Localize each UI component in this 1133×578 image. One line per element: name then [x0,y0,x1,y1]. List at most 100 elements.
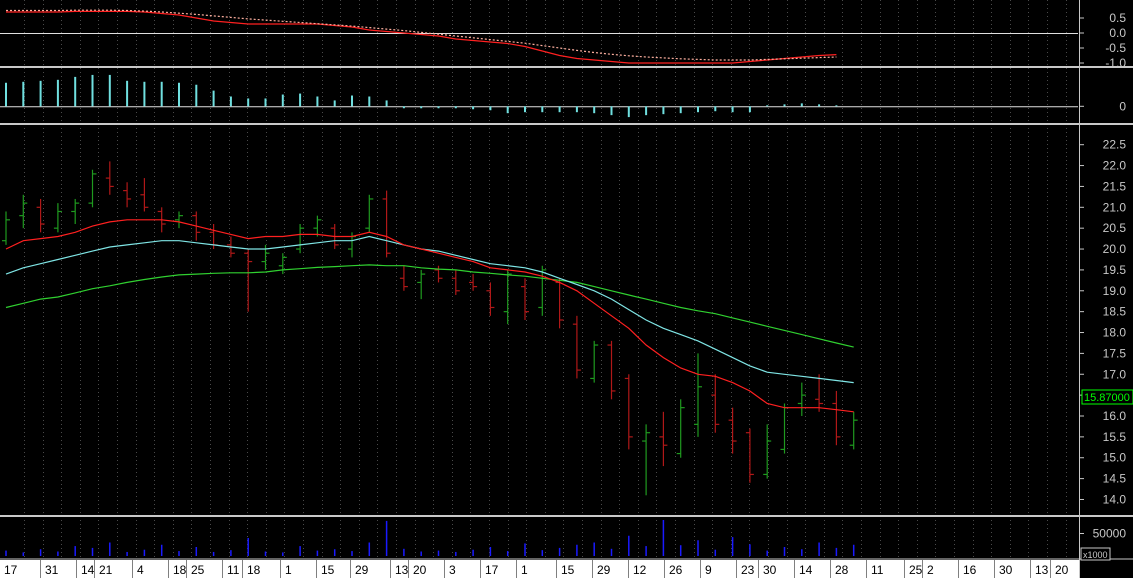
date-label: 17 [485,563,499,577]
date-label: 16 [963,563,977,577]
date-axis[interactable]: 17 31 14 21 4 18 25 11 18 1 15 29 13 20 3 17 1 15 29 12 26 9 2… [0,560,1079,578]
volume-bar [368,542,371,556]
ohlc-bar [313,215,322,237]
last-price-tag: 15.87000 [1081,389,1133,405]
volume-bar [74,546,76,556]
price-pane[interactable] [2,161,858,496]
date-label: 25 [909,563,923,577]
volume-multiplier-label: x1000 [1083,550,1108,560]
ohlc-bar [849,411,858,450]
volume-bar [489,547,492,556]
volume-bar [143,549,146,556]
histogram-bar [402,106,405,109]
ohlc-bar [53,203,62,233]
ohlc-bar [2,211,10,245]
price-tick-label: 18.5 [1103,305,1127,319]
moving-average-mid [5,235,854,384]
price-tick-label: 21.0 [1103,200,1127,214]
volume-bar [801,549,803,556]
price-tick-label: 22.5 [1103,138,1127,152]
right-price-axis[interactable]: 0.50.0-0.5-1.0 0 22.5 22.0 21.5 21.0 20.5 20.0 1… [1079,11,1126,541]
volume-bar [524,543,526,556]
volume-bar [558,547,561,556]
volume-bar [195,547,198,556]
date-label: 17 [4,563,18,577]
oscillator-pane[interactable] [0,9,1078,64]
date-label: 3 [449,563,456,577]
volume-bar [437,550,440,556]
price-tick-label: 17.5 [1103,346,1127,360]
volume-bar [385,520,388,556]
histogram-bar [558,106,561,113]
ohlc-bar [296,224,305,254]
histogram-bar [818,104,821,107]
last-price-box [1081,389,1133,405]
volume-bar [783,547,786,556]
histogram-bar [22,81,25,107]
ohlc-bar [572,315,581,379]
ohlc-bar [244,249,253,312]
volume-bar [593,542,595,556]
date-label: 30 [999,563,1013,577]
histogram-bar [731,106,734,113]
date-label: 26 [669,563,683,577]
ohlc-bar [399,265,408,291]
histogram-bar [489,106,492,111]
volume-bar [109,542,111,556]
ohlc-bar [659,411,668,467]
ohlc-bar [503,269,512,325]
histogram-bar [645,106,648,116]
histogram-bar [108,74,111,107]
volume-bar [351,551,353,556]
volume-bar [282,552,284,556]
volume-bar [333,549,336,556]
moving-average-slow [5,264,854,348]
volume-bar [247,538,249,556]
histogram-bar [766,105,769,107]
volume-bar [57,551,59,556]
price-tick-label: 15.5 [1103,430,1127,444]
histogram-bar [662,106,665,115]
volume-pane[interactable] [5,520,855,556]
histogram-bar [143,81,146,107]
date-label: 28 [835,563,849,577]
ohlc-bar [469,274,478,291]
date-label: 4 [137,563,144,577]
date-label: 21 [99,563,113,577]
histogram-bar [178,82,180,107]
histogram-bar [333,100,336,107]
volume-bar [403,548,405,556]
ohlc-bar [486,282,495,316]
histogram-bar [506,106,509,114]
price-tick-label: 18.0 [1103,326,1127,340]
ohlc-bar [417,269,426,300]
oscillator-tick-label: -1.0 [1105,56,1126,70]
histogram-bar [74,76,77,107]
vertical-grid [24,0,1067,558]
ohlc-bar [590,340,599,383]
date-label: 31 [45,563,59,577]
date-label: 18 [173,563,187,577]
volume-multiplier-box [1080,547,1111,561]
volume-bar [178,551,180,556]
ohlc-bar [832,390,841,446]
date-label: 20 [413,563,427,577]
ohlc-bar [88,169,97,208]
ohlc-bar [36,198,45,233]
histogram-bar [593,106,596,114]
volume-bar [39,549,42,556]
volume-bar [455,551,457,556]
volume-bar [5,550,7,556]
histogram-bar [575,106,578,113]
histogram-bar [299,93,302,107]
date-label: 29 [597,563,611,577]
date-label: 14 [799,563,813,577]
volume-bar [126,551,128,556]
histogram-bar [281,94,284,107]
histogram-bar [126,80,129,107]
histogram-bar [212,90,215,107]
histogram-pane[interactable] [0,74,1078,118]
volume-tick-label: 50000 [1093,527,1127,541]
histogram-bar [316,96,319,107]
histogram-bar [541,106,544,113]
